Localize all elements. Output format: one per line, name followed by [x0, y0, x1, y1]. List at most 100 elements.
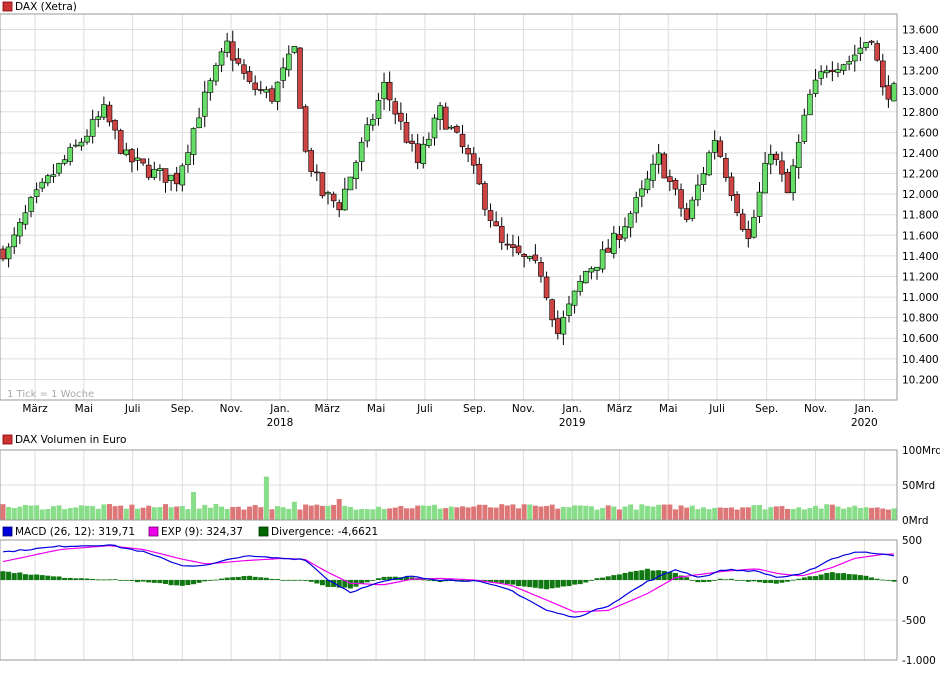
candle-body — [84, 135, 90, 143]
divergence-bar — [39, 575, 45, 580]
price-y-tick-label: 11.600 — [902, 230, 939, 242]
divergence-bar — [600, 577, 606, 580]
divergence-bar — [706, 580, 712, 582]
candle-body — [678, 189, 684, 209]
divergence-bar — [146, 580, 152, 583]
price-legend-swatch — [2, 1, 13, 12]
divergence-bar — [207, 580, 213, 581]
divergence-bar — [6, 571, 12, 580]
candle-body — [280, 67, 286, 81]
divergence-bar — [0, 571, 6, 580]
volume-bar — [852, 505, 858, 520]
candle-body — [246, 71, 253, 82]
volume-bar — [252, 505, 258, 520]
divergence-bar — [387, 576, 393, 580]
divergence-bar — [426, 580, 432, 581]
divergence-bar — [678, 575, 684, 580]
volume-bar — [504, 505, 510, 520]
divergence-bar — [572, 580, 578, 585]
divergence-bar — [740, 580, 746, 581]
candle-body — [599, 249, 606, 270]
volume-bar — [168, 507, 174, 520]
volume-bar — [56, 505, 62, 520]
x-year-label: 2020 — [851, 417, 878, 429]
divergence-bar — [594, 578, 600, 580]
volume-bar — [678, 505, 684, 520]
price-y-tick-label: 10.200 — [902, 374, 939, 386]
candle-body — [235, 58, 242, 64]
macd-y-tick-label: -1.000 — [902, 655, 936, 667]
divergence-bar — [779, 580, 785, 583]
divergence-bar — [174, 580, 180, 586]
candle-body — [207, 80, 214, 93]
divergence-bar — [493, 580, 499, 583]
volume-bar — [790, 508, 796, 520]
volume-bar — [129, 504, 135, 520]
candle-body — [364, 124, 371, 142]
candle-body — [807, 93, 813, 116]
candle-body — [95, 116, 102, 120]
candle-body — [302, 106, 309, 152]
x-tick-label: Nov. — [512, 403, 535, 415]
volume-bar — [874, 507, 880, 520]
candle-body — [431, 117, 438, 139]
volume-y-tick-label: 50Mrd — [902, 480, 935, 492]
divergence-bar — [762, 580, 768, 584]
price-y-tick-label: 13.200 — [902, 66, 939, 78]
divergence-bar — [813, 576, 819, 580]
price-frame — [0, 13, 898, 401]
candle-body — [229, 41, 236, 61]
divergence-bar — [224, 577, 230, 580]
candle-body — [891, 83, 897, 102]
candle-body — [577, 280, 583, 292]
candle-body — [420, 143, 427, 164]
divergence-bar — [644, 568, 650, 580]
divergence-bar — [443, 580, 449, 582]
divergence-bar — [857, 575, 863, 580]
divergence-bar — [700, 580, 706, 583]
macd-legend-label: MACD (26, 12): 319,71 — [15, 526, 135, 538]
x-tick-label: Jan. — [269, 403, 290, 415]
volume-bar — [527, 504, 533, 520]
divergence-bar — [672, 573, 678, 580]
volume-bar — [757, 505, 763, 520]
macd-grid — [0, 539, 897, 661]
candle-body — [739, 213, 746, 230]
candle-body — [173, 172, 180, 185]
divergence-bar — [807, 576, 813, 580]
volume-legend-swatch — [2, 434, 13, 445]
divergence-bar — [891, 580, 897, 582]
divergence-bar — [661, 570, 667, 580]
volume-bar — [824, 504, 830, 520]
divergence-bar — [566, 580, 572, 587]
volume-bar — [689, 505, 695, 520]
candle-body — [661, 153, 668, 179]
volume-bar — [45, 508, 51, 520]
candle-body — [28, 197, 34, 212]
candle-body — [442, 106, 449, 130]
divergence-bar — [521, 580, 527, 587]
candle-body — [650, 163, 656, 181]
candle-body — [667, 176, 673, 182]
candle-body — [521, 254, 527, 257]
candle-body — [11, 234, 18, 248]
volume-bar — [510, 504, 516, 520]
macd-y-tick-label: 0 — [902, 575, 909, 587]
x-tick-label: März — [22, 403, 48, 415]
price-legend-label: DAX (Xetra) — [15, 1, 77, 13]
volume-bar — [174, 506, 180, 520]
candle-body — [476, 163, 483, 185]
volume-bar — [78, 505, 84, 520]
volume-bar — [319, 505, 325, 520]
volume-y-tick-label: 100Mrd — [902, 445, 940, 457]
price-y-tick-label: 11.800 — [902, 210, 939, 222]
price-y-tick-label: 12.600 — [902, 127, 939, 139]
divergence-bar — [880, 579, 886, 581]
divergence-bar — [123, 580, 129, 581]
divergence-bar — [745, 580, 751, 582]
candle-body — [190, 128, 197, 155]
divergence-bar — [90, 578, 96, 580]
divergence-bar — [532, 580, 538, 588]
price-candles — [0, 30, 897, 346]
